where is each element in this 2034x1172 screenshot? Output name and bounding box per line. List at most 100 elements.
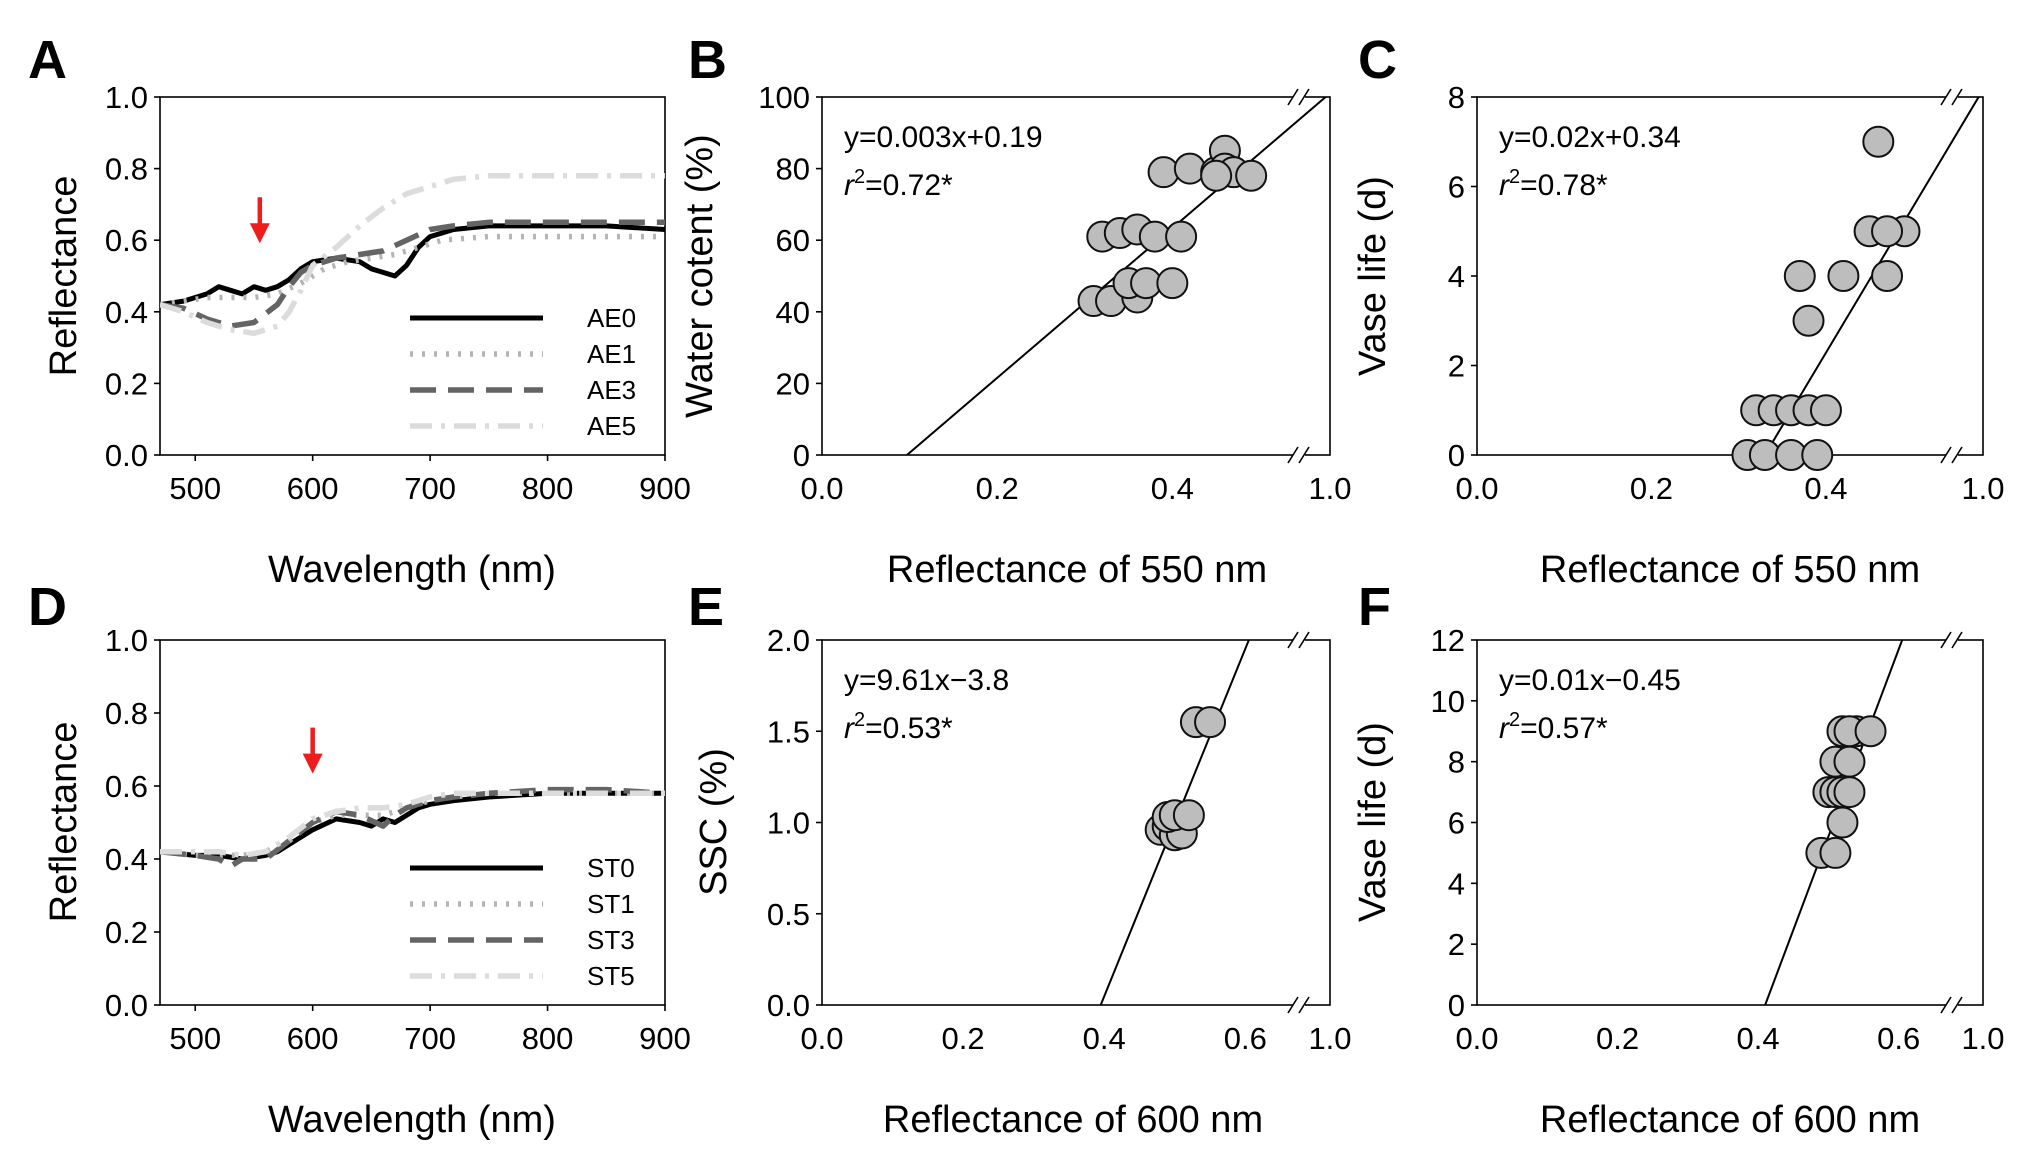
x-tick-label-end: 1.0 (1308, 471, 1351, 506)
axis-break-mark (1951, 631, 1963, 649)
data-point (1235, 159, 1268, 192)
y-tick-label: 0 (1448, 438, 1465, 473)
axis-break-mark (1940, 446, 1952, 464)
panel-c: C 0 2 4 6 8 0.0 0.2 0.4 Reflectance of 550 nm Vase… (1352, 30, 2005, 591)
x-tick-label: 700 (404, 1021, 456, 1056)
x-tick-label: 0.0 (800, 1021, 843, 1056)
x-axis-title: Wavelength (nm) (268, 1099, 556, 1141)
panel-f: F 0 2 4 6 8 10 12 0.0 0.2 0.4 0.6 Reflectance of 600… (1352, 577, 2005, 1141)
series-line-ae5 (160, 173, 665, 337)
x-tick-label: 0.4 (1083, 1021, 1126, 1056)
r-squared: r2=0.72* (844, 166, 953, 202)
x-tick-label: 0.0 (1455, 1021, 1498, 1056)
y-tick-label: 4 (1448, 866, 1465, 901)
axis-break-mark (1951, 88, 1963, 106)
axis-break-mark (1287, 631, 1299, 649)
x-tick-label: 600 (287, 471, 339, 506)
panel-d: D 0.0 0.2 0.4 0.6 0.8 1.0 500 600 700 800 900 Wavele… (28, 577, 691, 1141)
y-tick-label: 1.5 (767, 714, 810, 749)
panel-a: A 0.0 0.2 0.4 0.6 0.8 1.0 500 600 700 800 900 Wavele… (28, 30, 691, 591)
plot-frame (159, 639, 666, 1006)
data-point (1809, 394, 1842, 427)
legend-label: ST3 (587, 925, 635, 955)
y-tick-label: 6 (1448, 170, 1465, 205)
y-tick-label: 100 (758, 80, 810, 115)
panel-label: C (1358, 30, 1397, 90)
r-squared-value: =0.53* (865, 712, 953, 745)
x-tick-label: 0.4 (1804, 471, 1847, 506)
x-tick-label-end: 1.0 (1308, 1021, 1351, 1056)
x-tick-label: 800 (522, 1021, 574, 1056)
y-tick-label: 0.8 (105, 696, 148, 731)
y-tick-label: 40 (776, 295, 810, 330)
regression-equation: y=0.003x+0.19 (844, 121, 1043, 154)
y-tick-label: 0.5 (767, 897, 810, 932)
regression-equation: y=0.01x−0.45 (1499, 664, 1681, 697)
x-axis-title: Wavelength (nm) (268, 549, 556, 591)
y-axis-title: Reflectance (43, 722, 85, 923)
y-tick-label: 60 (776, 223, 810, 258)
data-point (1801, 439, 1834, 471)
regression-equation: y=0.02x+0.34 (1499, 121, 1681, 154)
y-tick-label: 0 (793, 438, 810, 473)
series-line-st5 (160, 790, 665, 859)
y-axis-title: Reflectance (43, 176, 85, 377)
y-tick-label: 2 (1448, 927, 1465, 962)
y-tick-label: 1.0 (767, 806, 810, 841)
r-symbol: r (1499, 169, 1510, 202)
panel-label: B (688, 30, 727, 90)
axis-break-mark (1298, 88, 1310, 106)
y-axis-title: Vase life (d) (1352, 722, 1394, 922)
x-axis-title: Reflectance of 550 nm (1540, 549, 1920, 591)
data-point (1871, 215, 1904, 248)
x-tick-label: 900 (639, 1021, 691, 1056)
axis-break-gap-top (1946, 87, 1958, 105)
legend-label: ST5 (587, 961, 635, 991)
data-point (1783, 260, 1816, 292)
y-tick-label: 0.0 (105, 438, 148, 473)
r-superscript: 2 (1509, 166, 1520, 188)
data-point (1200, 159, 1233, 192)
axis-break-mark (1287, 88, 1299, 106)
legend-label: AE5 (587, 411, 636, 441)
x-tick-label: 0.6 (1877, 1021, 1920, 1056)
axis-break-gap-top (1293, 630, 1305, 648)
r-superscript: 2 (1509, 709, 1520, 731)
y-tick-label: 0.2 (105, 915, 148, 950)
panel-label: D (28, 577, 67, 637)
data-point (1871, 260, 1904, 292)
data-point (1862, 125, 1895, 158)
r-squared: r2=0.57* (1499, 709, 1608, 745)
x-tick-label: 0.4 (1151, 471, 1194, 506)
axis-break-mark (1287, 996, 1299, 1014)
data-point (1833, 776, 1866, 809)
data-point (1194, 706, 1227, 739)
plot-frame (821, 96, 1331, 456)
y-tick-label: 0.0 (105, 988, 148, 1023)
legend-label: AE0 (587, 303, 636, 333)
legend-label: ST1 (587, 889, 635, 919)
r-symbol: r (844, 712, 855, 745)
r-symbol: r (844, 169, 855, 202)
x-tick-label: 800 (522, 471, 574, 506)
y-tick-label: 0.4 (105, 295, 148, 330)
panel-b: B 0 20 40 60 80 100 0.0 0.2 0.4 Reflectance of 550… (679, 30, 1352, 591)
data-point (1826, 806, 1859, 839)
y-tick-label: 0.2 (105, 366, 148, 401)
y-tick-label: 80 (776, 152, 810, 187)
y-tick-label: 4 (1448, 259, 1465, 294)
r-squared: r2=0.78* (1499, 166, 1608, 202)
data-point (1819, 836, 1852, 869)
r-squared-value: =0.57* (1520, 712, 1608, 745)
y-tick-label: 0.8 (105, 152, 148, 187)
arrow-icon (302, 753, 323, 774)
axis-break-gap-top (1293, 87, 1305, 105)
regression-equation: y=9.61x−3.8 (844, 664, 1009, 697)
axis-break-mark (1298, 631, 1310, 649)
y-axis-title: Vase life (d) (1352, 176, 1394, 376)
x-tick-label: 900 (639, 471, 691, 506)
y-tick-label: 6 (1448, 806, 1465, 841)
y-tick-label: 2 (1448, 349, 1465, 384)
x-tick-label: 0.0 (1455, 471, 1498, 506)
x-tick-label: 500 (169, 471, 221, 506)
